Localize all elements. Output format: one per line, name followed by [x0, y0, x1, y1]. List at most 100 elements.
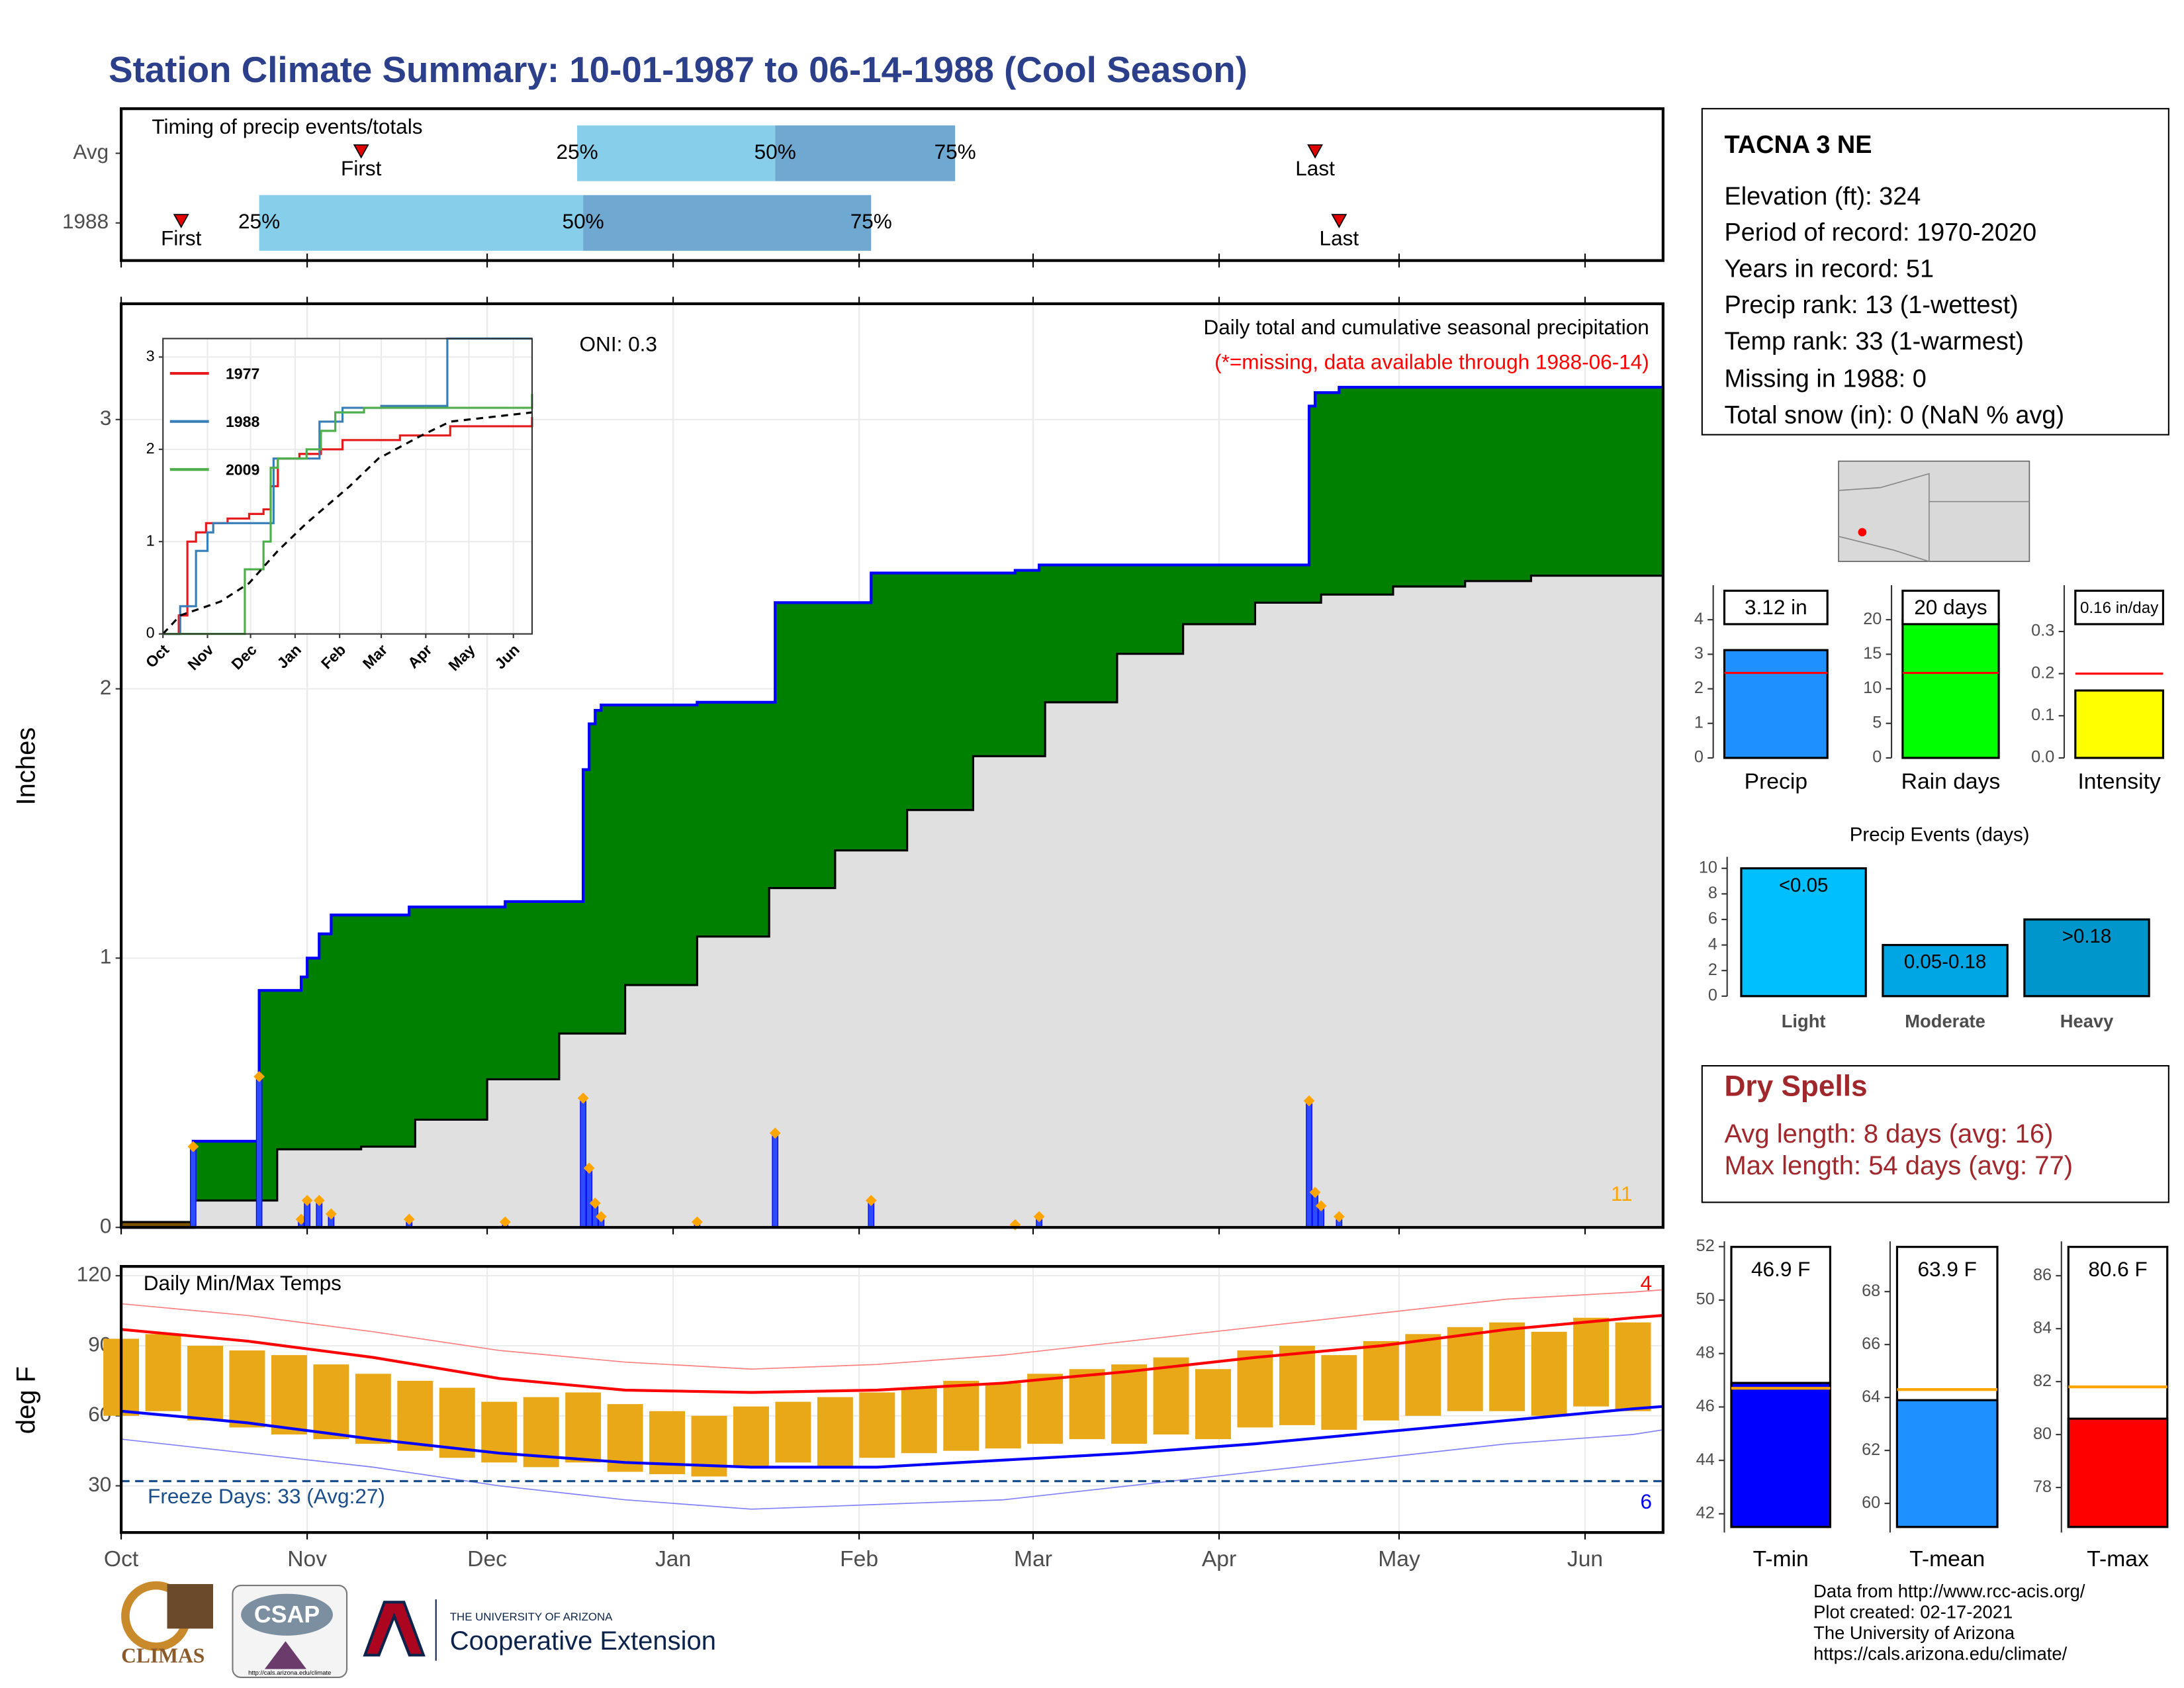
- quantile-label: 75%: [850, 209, 892, 233]
- y-tick-label: 120: [77, 1262, 112, 1286]
- y-tick-label: 3: [1694, 644, 1704, 663]
- map-frame: [1838, 460, 2030, 563]
- y-tick-label: 0: [100, 1214, 112, 1238]
- y-tick-label: 44: [1696, 1450, 1715, 1469]
- page-title: Station Climate Summary: 10-01-1987 to 0…: [109, 49, 1248, 90]
- normal-min-line: [120, 1405, 1664, 1469]
- y-tick-label: 1: [1694, 713, 1704, 731]
- y-tick-label: 1: [146, 532, 155, 549]
- y-tick-label: 10: [1863, 679, 1882, 697]
- y-tick-label: 50: [1696, 1290, 1715, 1309]
- x-tick-label: May: [1378, 1547, 1420, 1571]
- y-tick-label: 68: [1862, 1282, 1880, 1300]
- x-tick-label: Jan: [655, 1547, 691, 1571]
- dry-spells-line: Max length: 54 days (avg: 77): [1724, 1151, 2073, 1180]
- daily-marker: [313, 1195, 325, 1206]
- y-tick-label: 0.3: [2031, 622, 2054, 640]
- timeline-title: Timing of precip events/totals: [152, 115, 422, 138]
- legend-label: 1988: [226, 413, 260, 430]
- temp-bar: [985, 1383, 1021, 1449]
- daily-bar: [1306, 1100, 1312, 1228]
- y-tick-label: 1: [100, 945, 112, 968]
- y-tick-label: 46: [1696, 1397, 1715, 1415]
- y-tick-label: 52: [1696, 1237, 1715, 1255]
- category-label: T-min: [1753, 1547, 1809, 1571]
- daily-marker: [499, 1216, 511, 1228]
- temp-bar: [1489, 1322, 1525, 1411]
- temp-bar: [1153, 1357, 1189, 1434]
- x-tick-label: Feb: [840, 1547, 878, 1571]
- daily-marker: [865, 1195, 877, 1206]
- bar: [2067, 1417, 2169, 1528]
- temp-bar: [355, 1374, 391, 1444]
- daily-marker: [691, 1216, 703, 1228]
- y-tick-label: 0.1: [2031, 706, 2054, 724]
- label-box: [1901, 589, 2000, 626]
- temp-bar: [229, 1350, 265, 1428]
- daily-marker: [295, 1213, 307, 1225]
- average-area: [121, 570, 1663, 1228]
- y-tick-label: 5: [1872, 713, 1882, 731]
- extension-name: Cooperative Extension: [450, 1626, 716, 1656]
- temp-bar: [1573, 1317, 1610, 1407]
- temp-bar: [1363, 1340, 1399, 1421]
- bar: [2023, 918, 2150, 998]
- daily-bar: [772, 1133, 779, 1228]
- x-tick-label: Mar: [1014, 1547, 1052, 1571]
- daily-marker: [301, 1195, 313, 1206]
- cumulative-line: [121, 385, 1663, 1229]
- y-tick-label: 80: [2033, 1425, 2052, 1443]
- chart-title: Daily total and cumulative seasonal prec…: [1203, 315, 1649, 339]
- y-tick-label: 8: [1708, 884, 1717, 902]
- quantile-label: 50%: [754, 140, 796, 164]
- bar: [1895, 1399, 1999, 1528]
- category-label: Precip: [1745, 770, 1807, 794]
- csap-mountain: [264, 1641, 307, 1669]
- dry-spells-title: Dry Spells: [1724, 1070, 1867, 1102]
- quantile-label: 75%: [934, 140, 976, 164]
- value-label: 0.16 in/day: [2080, 599, 2159, 617]
- climas-icon-block: [167, 1583, 214, 1629]
- y-tick-label: 84: [2033, 1319, 2052, 1337]
- temp-bar: [733, 1406, 769, 1468]
- footer-line: https://cals.arizona.edu/climate/: [1813, 1644, 2067, 1664]
- record-low-line: [121, 1429, 1664, 1510]
- bar: [1730, 1382, 1832, 1528]
- info-line: Temp rank: 33 (1-warmest): [1724, 328, 2024, 355]
- event-count: 11: [1611, 1182, 1633, 1205]
- legend-label: 2009: [226, 461, 260, 478]
- y-tick-label: 64: [1862, 1387, 1880, 1406]
- row-label: 1988: [62, 209, 109, 233]
- label-box: [1723, 589, 1829, 626]
- bar-annotation: 0.05-0.18: [1904, 951, 1986, 973]
- category-label: T-mean: [1909, 1547, 1985, 1571]
- y-tick-label: 0: [1708, 986, 1717, 1004]
- x-tick-label: Nov: [287, 1547, 327, 1571]
- value-label: 3.12 in: [1745, 595, 1807, 619]
- y-tick-label: 0: [1694, 748, 1704, 767]
- y-tick-label: 2: [1708, 961, 1717, 979]
- y-tick-label: 60: [1862, 1493, 1880, 1512]
- y-tick-label: 4: [1694, 610, 1704, 628]
- y-tick-label: 78: [2033, 1477, 2052, 1496]
- record-high-count: 4: [1640, 1271, 1652, 1295]
- bar: [1723, 649, 1829, 759]
- chart-title: Daily Min/Max Temps: [144, 1271, 341, 1295]
- ua-logo: [363, 1601, 426, 1657]
- quantile-label: 25%: [238, 209, 280, 233]
- info-line: Missing in 1988: 0: [1724, 365, 1926, 393]
- y-tick-label: 2: [146, 440, 155, 457]
- university-name: THE UNIVERSITY OF ARIZONA: [450, 1611, 613, 1623]
- station-dot: [1858, 528, 1867, 537]
- quartile-bar: [259, 195, 584, 251]
- temp-bar: [271, 1355, 307, 1434]
- label-box: [2074, 589, 2165, 626]
- dry-spells-line: Avg length: 8 days (avg: 16): [1724, 1119, 2053, 1149]
- temp-bar: [943, 1380, 979, 1451]
- inset-panel: [163, 338, 532, 634]
- temp-bar: [817, 1397, 853, 1468]
- x-tick-label: Dec: [467, 1547, 507, 1571]
- dry-spells-box: [1701, 1064, 2169, 1203]
- info-line: Elevation (ft): 324: [1724, 183, 1921, 211]
- series-line: [163, 394, 533, 635]
